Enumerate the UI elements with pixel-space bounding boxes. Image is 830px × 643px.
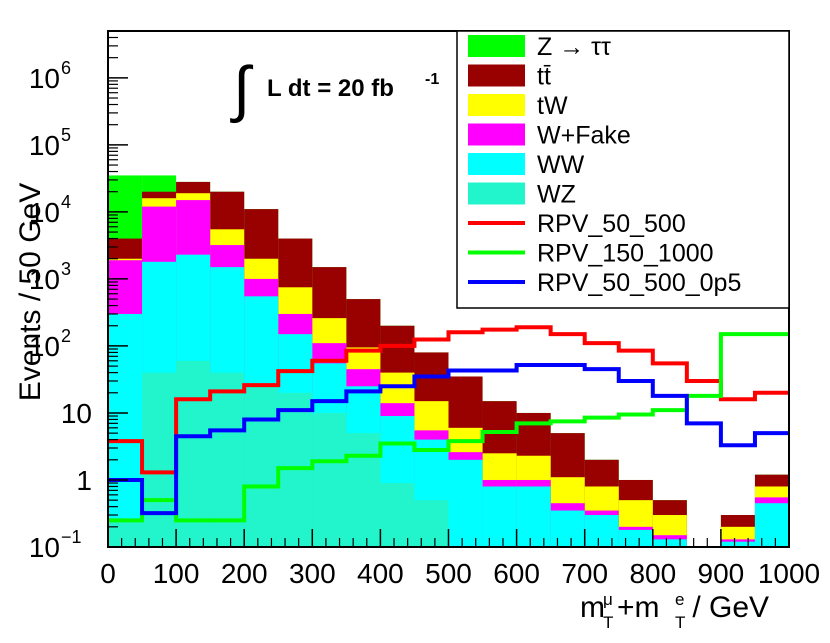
lumi-text: L dt = 20 fb [267,75,394,102]
legend-label-WZ: WZ [537,181,576,209]
y-tick-label: 10 4 [29,192,71,228]
y-tick-exponent: 2 [61,326,71,346]
legend-swatch-ttbar [468,64,525,87]
legend-swatch-Ztautau [468,35,525,57]
bar-WZ-8 [380,483,415,547]
bar-WZ-9 [414,500,449,547]
bar-WW-11 [482,486,517,547]
x-label-unit: / GeV [684,591,769,624]
x-tick-label: 700 [561,558,608,589]
y-tick-label: 10 [61,398,92,429]
x-label-m-mu: m [580,591,605,624]
y-tick-base: 10 [29,532,60,563]
x-label-t-sub-2: T [675,613,685,632]
x-label-plus-m: +m [617,591,660,624]
x-axis-label: m μ T +m e T / GeV [580,590,769,632]
y-tick-label: 10 2 [29,326,71,362]
y-tick-base: 10 [29,197,60,228]
bar-WW-12 [516,486,551,547]
x-tick-label: 600 [493,558,540,589]
legend-label-tW: tW [537,92,568,120]
y-tick-label: 10 5 [29,125,71,161]
bar-WZ-1 [142,372,177,547]
bar-WW-16 [652,539,687,547]
legend-label-RPV_150_1000: RPV_150_1000 [537,240,714,268]
y-tick-exponent: 3 [61,259,71,279]
bar-WW-14 [584,515,619,547]
y-tick-exponent: −1 [61,527,82,547]
legend-swatch-WZ [468,182,525,205]
bar-WW-18 [720,541,755,547]
x-tick-label: 1000 [758,558,820,589]
y-tick-base: 10 [29,331,60,362]
y-tick-exponent: 5 [61,125,71,145]
y-tick-base: 1 [76,465,92,496]
y-tick-exponent: 4 [61,192,71,212]
legend-label-ttbar: tt̄ [537,63,551,91]
bar-WZ-2 [176,360,211,547]
bar-WZ-6 [312,412,347,547]
bar-WW-10 [448,459,483,547]
line-RPV_150_1000 [108,332,789,523]
y-tick-label: 1 [76,465,92,496]
bar-WZ-4 [244,386,279,547]
y-tick-base: 10 [61,398,92,429]
x-label-e-sup: e [675,590,684,609]
y-tick-exponent: 6 [61,58,71,78]
x-tick-label: 500 [425,558,472,589]
legend-label-RPV_50_500_0p5: RPV_50_500_0p5 [537,269,741,297]
legend-label-W+Fake: W+Fake [537,122,631,150]
legend: Z → ττ tt̄tWW+FakeWWWZRPV_50_500RPV_150_1… [456,30,790,309]
signal-histogram-lines [108,325,789,523]
legend-swatch-W+Fake [468,123,525,146]
lumi-exponent: -1 [425,71,439,88]
x-label-mu-sup: μ [603,590,613,609]
bar-WW-15 [618,529,653,547]
x-tick-label: 200 [221,558,268,589]
bar-WZ-0 [108,520,143,547]
line-RPV_50_500_0p5 [108,362,789,516]
x-tick-label: 900 [698,558,745,589]
y-tick-base: 10 [29,264,60,295]
legend-label-Ztautau: Z → ττ [537,33,611,61]
stacked-histogram [108,175,789,548]
legend-swatch-tW [468,94,525,116]
y-tick-label: 10 6 [29,58,71,94]
integral-sign: ∫ [230,55,254,124]
y-tick-base: 10 [29,130,60,161]
y-tick-base: 10 [29,63,60,94]
bar-WW-19 [754,503,789,547]
x-tick-label: 300 [289,558,336,589]
luminosity-label: ∫ L dt = 20 fb -1 [230,55,439,124]
legend-label-RPV_50_500: RPV_50_500 [537,210,686,238]
x-tick-label: 0 [100,558,116,589]
y-tick-label: 10 3 [29,259,71,295]
x-tick-label: 100 [153,558,200,589]
x-label-t-sub-1: T [603,613,613,632]
bar-WZ-3 [210,372,245,547]
y-axis-label: Events / 50 GeV [14,183,47,401]
bar-WZ-7 [346,433,381,547]
x-tick-label: 400 [357,558,404,589]
y-tick-label: 10 −1 [29,527,82,563]
x-tick-label: 800 [629,558,676,589]
legend-label-WW: WW [537,151,585,179]
legend-swatch-WW [468,153,525,175]
bar-WW-13 [550,510,585,547]
line-RPV_50_500 [108,325,789,475]
